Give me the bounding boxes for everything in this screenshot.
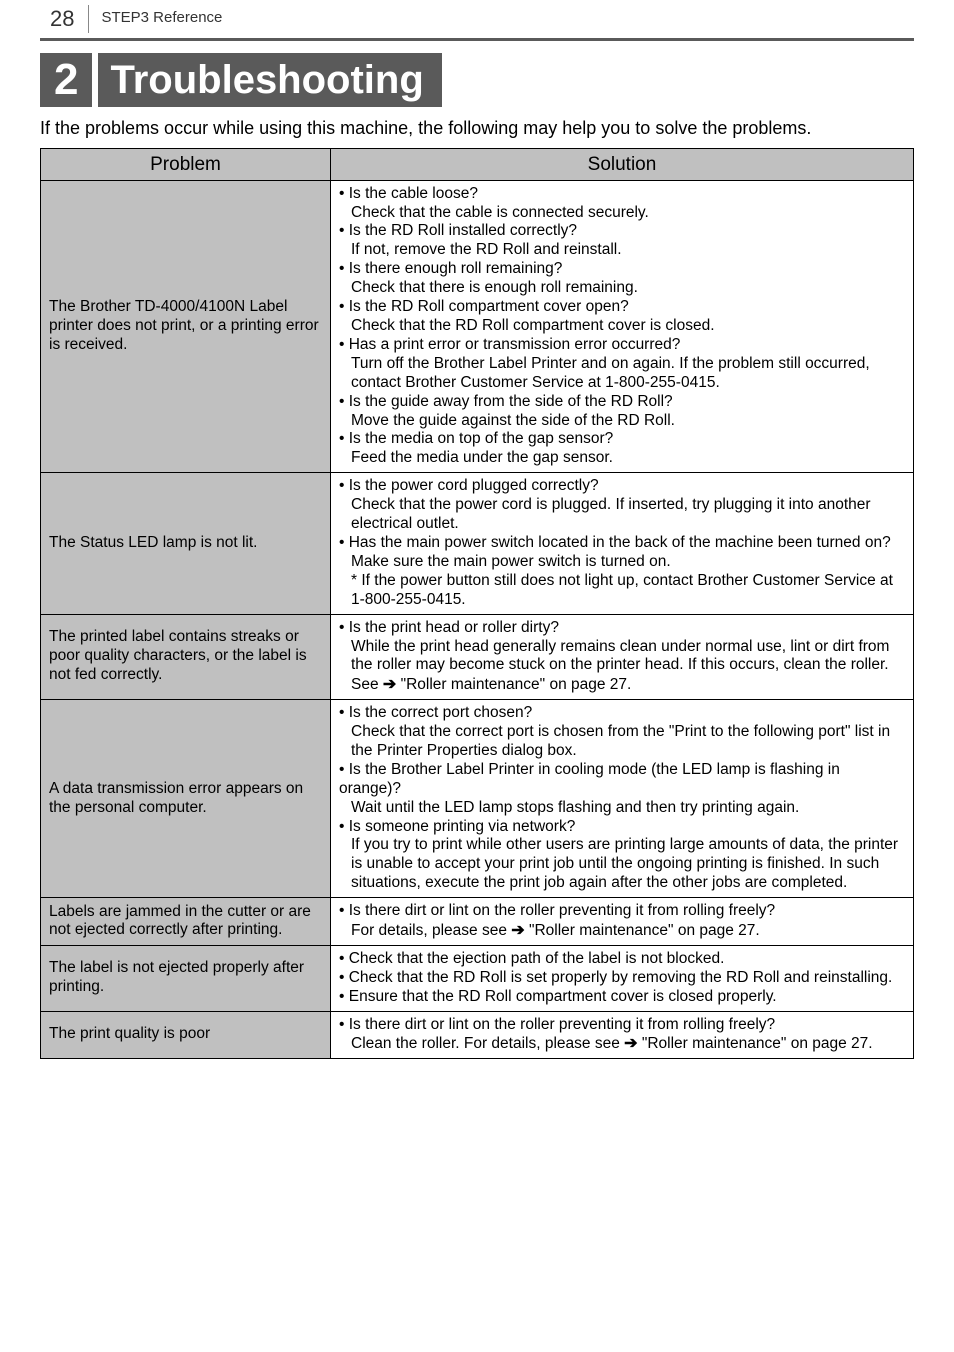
solution-line: Wait until the LED lamp stops flashing a… xyxy=(339,799,905,818)
title-number: 2 xyxy=(40,53,92,107)
solution-line: • Is the RD Roll compartment cover open? xyxy=(339,298,905,317)
arrow-icon: ➔ xyxy=(383,675,396,695)
problem-cell: The label is not ejected properly after … xyxy=(41,945,331,1011)
table-row: A data transmission error appears on the… xyxy=(41,700,914,898)
solution-line: • Is the guide away from the side of the… xyxy=(339,393,905,412)
solution-cell: • Is the print head or roller dirty?Whil… xyxy=(331,614,914,699)
problem-cell: A data transmission error appears on the… xyxy=(41,700,331,898)
solution-line: • Is the power cord plugged correctly? xyxy=(339,477,905,496)
solution-line: • Is the Brother Label Printer in coolin… xyxy=(339,761,905,799)
solution-cell: • Is there dirt or lint on the roller pr… xyxy=(331,1011,914,1059)
solution-line: Check that the correct port is chosen fr… xyxy=(339,723,905,761)
solution-line: See ➔ "Roller maintenance" on page 27. xyxy=(339,675,905,695)
solution-line: • Is the correct port chosen? xyxy=(339,704,905,723)
solution-line: Check that the cable is connected secure… xyxy=(339,204,905,223)
header-divider xyxy=(88,5,89,33)
arrow-icon: ➔ xyxy=(511,921,524,941)
page-number: 28 xyxy=(40,0,88,38)
solution-line: Move the guide against the side of the R… xyxy=(339,412,905,431)
solution-cell: • Is the cable loose?Check that the cabl… xyxy=(331,180,914,473)
table-row: The Status LED lamp is not lit.• Is the … xyxy=(41,473,914,614)
col-solution: Solution xyxy=(331,148,914,180)
solution-line: Feed the media under the gap sensor. xyxy=(339,449,905,468)
problem-cell: The Status LED lamp is not lit. xyxy=(41,473,331,614)
solution-line: If not, remove the RD Roll and reinstall… xyxy=(339,241,905,260)
table-row: The print quality is poor • Is there dirt… xyxy=(41,1011,914,1059)
step-label: STEP3 Reference xyxy=(101,9,222,30)
problem-cell: The Brother TD-4000/4100N Label printer … xyxy=(41,180,331,473)
table-row: The printed label contains streaks or po… xyxy=(41,614,914,699)
solution-line: For details, please see ➔ "Roller mainte… xyxy=(339,921,905,941)
arrow-icon: ➔ xyxy=(624,1034,637,1054)
table-row: The Brother TD-4000/4100N Label printer … xyxy=(41,180,914,473)
solution-cell: • Is there dirt or lint on the roller pr… xyxy=(331,898,914,946)
solution-line: • Is there dirt or lint on the roller pr… xyxy=(339,1016,905,1035)
solution-line: • Check that the RD Roll is set properly… xyxy=(339,969,905,988)
solution-line: Check that the power cord is plugged. If… xyxy=(339,496,905,534)
col-problem: Problem xyxy=(41,148,331,180)
problem-cell: Labels are jammed in the cutter or are n… xyxy=(41,898,331,946)
problem-cell: The printed label contains streaks or po… xyxy=(41,614,331,699)
solution-line: • Check that the ejection path of the la… xyxy=(339,950,905,969)
solution-line: Turn off the Brother Label Printer and o… xyxy=(339,355,905,393)
section-title: 2 Troubleshooting xyxy=(40,53,914,107)
troubleshooting-table: Problem Solution The Brother TD-4000/410… xyxy=(40,148,914,1060)
solution-line: • Is someone printing via network? xyxy=(339,818,905,837)
solution-line: * If the power button still does not lig… xyxy=(339,572,905,610)
solution-line: • Has a print error or transmission erro… xyxy=(339,336,905,355)
solution-line: Make sure the main power switch is turne… xyxy=(339,553,905,572)
solution-cell: • Is the power cord plugged correctly?Ch… xyxy=(331,473,914,614)
solution-line: • Is there enough roll remaining? xyxy=(339,260,905,279)
table-row: Labels are jammed in the cutter or are n… xyxy=(41,898,914,946)
solution-line: Clean the roller. For details, please se… xyxy=(339,1034,905,1054)
title-text: Troubleshooting xyxy=(98,53,441,107)
solution-line: • Is the print head or roller dirty? xyxy=(339,619,905,638)
solution-line: • Is the media on top of the gap sensor? xyxy=(339,430,905,449)
solution-line: • Ensure that the RD Roll compartment co… xyxy=(339,988,905,1007)
solution-line: • Has the main power switch located in t… xyxy=(339,534,905,553)
intro-text: If the problems occur while using this m… xyxy=(40,117,914,140)
solution-line: • Is the cable loose? xyxy=(339,185,905,204)
solution-line: Check that there is enough roll remainin… xyxy=(339,279,905,298)
solution-line: • Is the RD Roll installed correctly? xyxy=(339,222,905,241)
page-header: 28 STEP3 Reference xyxy=(40,0,914,41)
solution-cell: • Check that the ejection path of the la… xyxy=(331,945,914,1011)
solution-line: If you try to print while other users ar… xyxy=(339,836,905,893)
problem-cell: The print quality is poor xyxy=(41,1011,331,1059)
solution-line: While the print head generally remains c… xyxy=(339,638,905,676)
solution-line: Check that the RD Roll compartment cover… xyxy=(339,317,905,336)
table-row: The label is not ejected properly after … xyxy=(41,945,914,1011)
solution-cell: • Is the correct port chosen?Check that … xyxy=(331,700,914,898)
solution-line: • Is there dirt or lint on the roller pr… xyxy=(339,902,905,921)
